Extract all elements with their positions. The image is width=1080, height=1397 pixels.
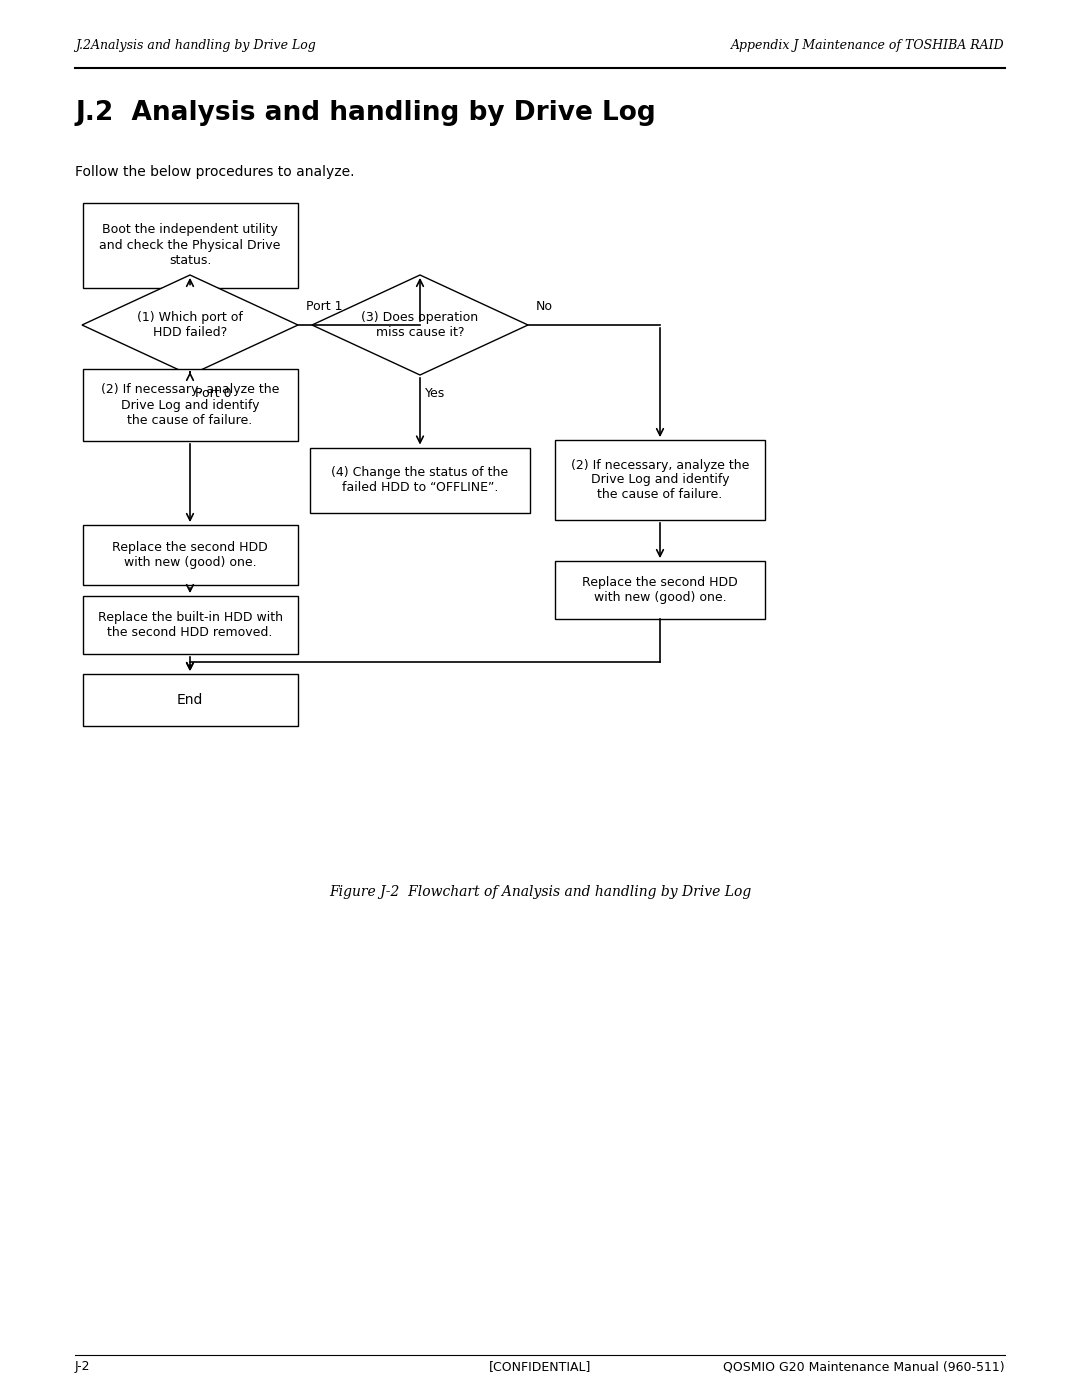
Text: Port 1: Port 1 — [306, 300, 342, 313]
Polygon shape — [312, 275, 528, 374]
Text: Replace the second HDD
with new (good) one.: Replace the second HDD with new (good) o… — [112, 541, 268, 569]
Text: J-2: J-2 — [75, 1361, 91, 1373]
Bar — [82, 597, 297, 654]
Text: J.2Analysis and handling by Drive Log: J.2Analysis and handling by Drive Log — [75, 39, 315, 52]
Text: Appendix J Maintenance of TOSHIBA RAID: Appendix J Maintenance of TOSHIBA RAID — [731, 39, 1005, 52]
Text: Yes: Yes — [426, 387, 445, 400]
Text: No: No — [536, 300, 553, 313]
Text: (2) If necessary, analyze the
Drive Log and identify
the cause of failure.: (2) If necessary, analyze the Drive Log … — [100, 384, 280, 426]
Text: Boot the independent utility
and check the Physical Drive
status.: Boot the independent utility and check t… — [99, 224, 281, 267]
Text: Replace the second HDD
with new (good) one.: Replace the second HDD with new (good) o… — [582, 576, 738, 604]
Text: (3) Does operation
miss cause it?: (3) Does operation miss cause it? — [362, 312, 478, 339]
Text: QOSMIO G20 Maintenance Manual (960-511): QOSMIO G20 Maintenance Manual (960-511) — [724, 1361, 1005, 1373]
Text: J.2  Analysis and handling by Drive Log: J.2 Analysis and handling by Drive Log — [75, 101, 656, 126]
Text: (1) Which port of
HDD failed?: (1) Which port of HDD failed? — [137, 312, 243, 339]
Text: Follow the below procedures to analyze.: Follow the below procedures to analyze. — [75, 165, 354, 179]
Text: [CONFIDENTIAL]: [CONFIDENTIAL] — [489, 1361, 591, 1373]
Bar — [82, 369, 297, 441]
Polygon shape — [82, 275, 298, 374]
Text: Port 0: Port 0 — [195, 387, 231, 400]
Text: Figure J-2  Flowchart of Analysis and handling by Drive Log: Figure J-2 Flowchart of Analysis and han… — [329, 886, 751, 900]
Bar — [82, 203, 297, 288]
Bar — [555, 440, 765, 520]
Bar — [82, 673, 297, 726]
Bar — [310, 447, 530, 513]
Text: Replace the built-in HDD with
the second HDD removed.: Replace the built-in HDD with the second… — [97, 610, 283, 638]
Bar — [82, 525, 297, 585]
Text: (2) If necessary, analyze the
Drive Log and identify
the cause of failure.: (2) If necessary, analyze the Drive Log … — [571, 458, 750, 502]
Bar — [555, 562, 765, 619]
Text: (4) Change the status of the
failed HDD to “OFFLINE”.: (4) Change the status of the failed HDD … — [332, 467, 509, 495]
Text: End: End — [177, 693, 203, 707]
